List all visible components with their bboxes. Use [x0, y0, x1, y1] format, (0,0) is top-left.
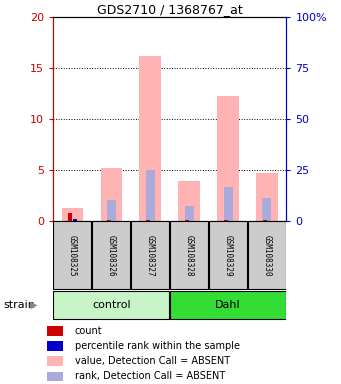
Bar: [47, 341, 63, 351]
Bar: [248, 222, 286, 289]
Text: percentile rank within the sample: percentile rank within the sample: [75, 341, 240, 351]
Bar: [146, 220, 150, 221]
Text: rank, Detection Call = ABSENT: rank, Detection Call = ABSENT: [75, 371, 225, 381]
Bar: [131, 222, 169, 289]
Bar: [139, 56, 161, 221]
Text: Dahl: Dahl: [215, 300, 241, 310]
Bar: [47, 326, 63, 336]
Text: GSM108329: GSM108329: [224, 235, 233, 276]
Bar: [224, 187, 233, 221]
Bar: [263, 199, 271, 221]
Bar: [47, 372, 63, 381]
Bar: [101, 168, 122, 221]
Bar: [53, 291, 169, 319]
Text: ▶: ▶: [30, 300, 38, 310]
Text: GSM108328: GSM108328: [184, 235, 194, 276]
Text: value, Detection Call = ABSENT: value, Detection Call = ABSENT: [75, 356, 230, 366]
Text: control: control: [92, 300, 131, 310]
Bar: [92, 222, 130, 289]
Bar: [209, 222, 247, 289]
Bar: [47, 356, 63, 366]
Bar: [256, 173, 278, 221]
Bar: [224, 220, 228, 221]
Bar: [184, 205, 194, 221]
Text: GSM108326: GSM108326: [107, 235, 116, 276]
Bar: [170, 222, 208, 289]
Bar: [73, 219, 77, 221]
Text: GSM108330: GSM108330: [263, 235, 271, 276]
Title: GDS2710 / 1368767_at: GDS2710 / 1368767_at: [97, 3, 242, 16]
Text: GSM108325: GSM108325: [68, 235, 77, 276]
Bar: [185, 220, 189, 221]
Bar: [107, 200, 116, 221]
Text: strain: strain: [3, 300, 35, 310]
Bar: [107, 220, 111, 221]
Bar: [146, 170, 155, 221]
Bar: [170, 291, 286, 319]
Bar: [263, 220, 267, 221]
Bar: [53, 222, 91, 289]
Bar: [178, 181, 200, 221]
Bar: [62, 208, 83, 221]
Bar: [217, 96, 239, 221]
Text: count: count: [75, 326, 102, 336]
Text: GSM108327: GSM108327: [146, 235, 155, 276]
Bar: [68, 213, 72, 221]
